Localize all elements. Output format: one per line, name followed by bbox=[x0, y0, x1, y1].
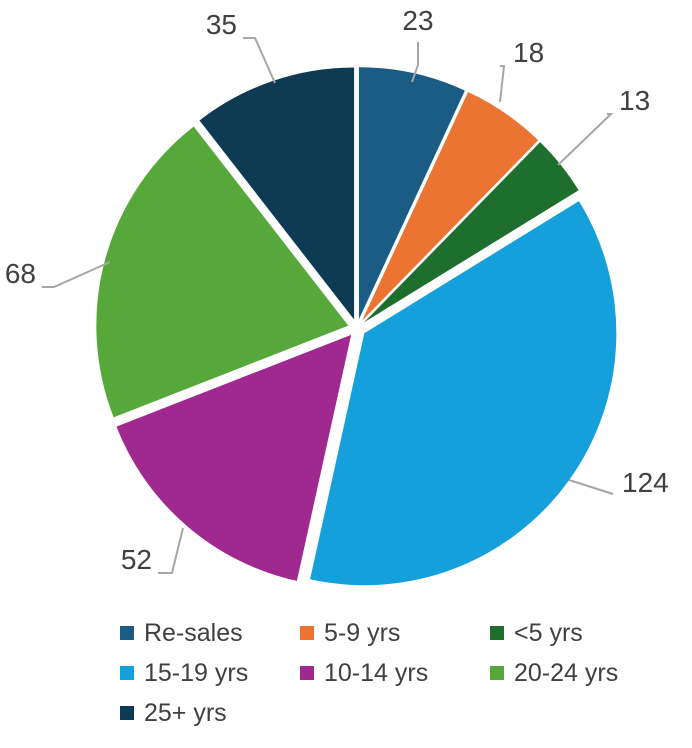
legend-label: 25+ yrs bbox=[144, 698, 227, 727]
legend-swatch bbox=[120, 706, 134, 720]
leader-line bbox=[499, 65, 506, 103]
pie-slice-10-14-yrs bbox=[116, 334, 352, 581]
legend-swatch bbox=[490, 626, 504, 640]
pie-slice-re-sales bbox=[358, 67, 465, 320]
chart-legend: Re-sales 5-9 yrs <5 yrs 15-19 yrs 10-14 yrs 2… bbox=[120, 616, 680, 730]
data-label: 35 bbox=[206, 9, 237, 40]
data-label: 52 bbox=[121, 544, 152, 575]
legend-label: 15-19 yrs bbox=[144, 658, 249, 687]
pie-slice-5-yrs bbox=[364, 142, 579, 323]
legend-label: 10-14 yrs bbox=[324, 658, 429, 687]
legend-item: 15-19 yrs bbox=[120, 656, 300, 690]
data-label: 124 bbox=[622, 467, 669, 498]
leader-line bbox=[42, 261, 111, 288]
data-label: 13 bbox=[619, 85, 650, 116]
legend-item: 5-9 yrs bbox=[300, 616, 490, 650]
legend-label: <5 yrs bbox=[514, 618, 583, 647]
leader-line bbox=[243, 37, 276, 84]
leader-line bbox=[411, 42, 419, 83]
legend-label: Re-sales bbox=[144, 618, 243, 647]
data-label: 68 bbox=[5, 258, 36, 289]
pie-slice-20-24-yrs bbox=[96, 126, 349, 418]
pie-slice-5-9-yrs bbox=[362, 91, 539, 321]
legend-item: Re-sales bbox=[120, 616, 300, 650]
pie-slice-15-19-yrs bbox=[310, 201, 617, 586]
pie-slice-25-yrs bbox=[199, 67, 355, 320]
legend-swatch bbox=[300, 666, 314, 680]
pie-plot-area: 23 18 13 124 52 68 35 bbox=[5, 5, 669, 586]
legend-swatch bbox=[120, 626, 134, 640]
legend-item: 20-24 yrs bbox=[490, 656, 670, 690]
legend-item: 25+ yrs bbox=[120, 696, 300, 730]
legend-label: 5-9 yrs bbox=[324, 618, 401, 647]
legend-item: 10-14 yrs bbox=[300, 656, 490, 690]
legend-swatch bbox=[490, 666, 504, 680]
data-label: 23 bbox=[402, 5, 433, 36]
legend-item: <5 yrs bbox=[490, 616, 670, 650]
leader-line bbox=[568, 479, 614, 495]
legend-label: 20-24 yrs bbox=[514, 658, 619, 687]
leader-line bbox=[158, 527, 184, 574]
leader-line bbox=[557, 113, 614, 166]
legend-swatch bbox=[120, 666, 134, 680]
data-label: 18 bbox=[513, 37, 544, 68]
legend-swatch bbox=[300, 626, 314, 640]
